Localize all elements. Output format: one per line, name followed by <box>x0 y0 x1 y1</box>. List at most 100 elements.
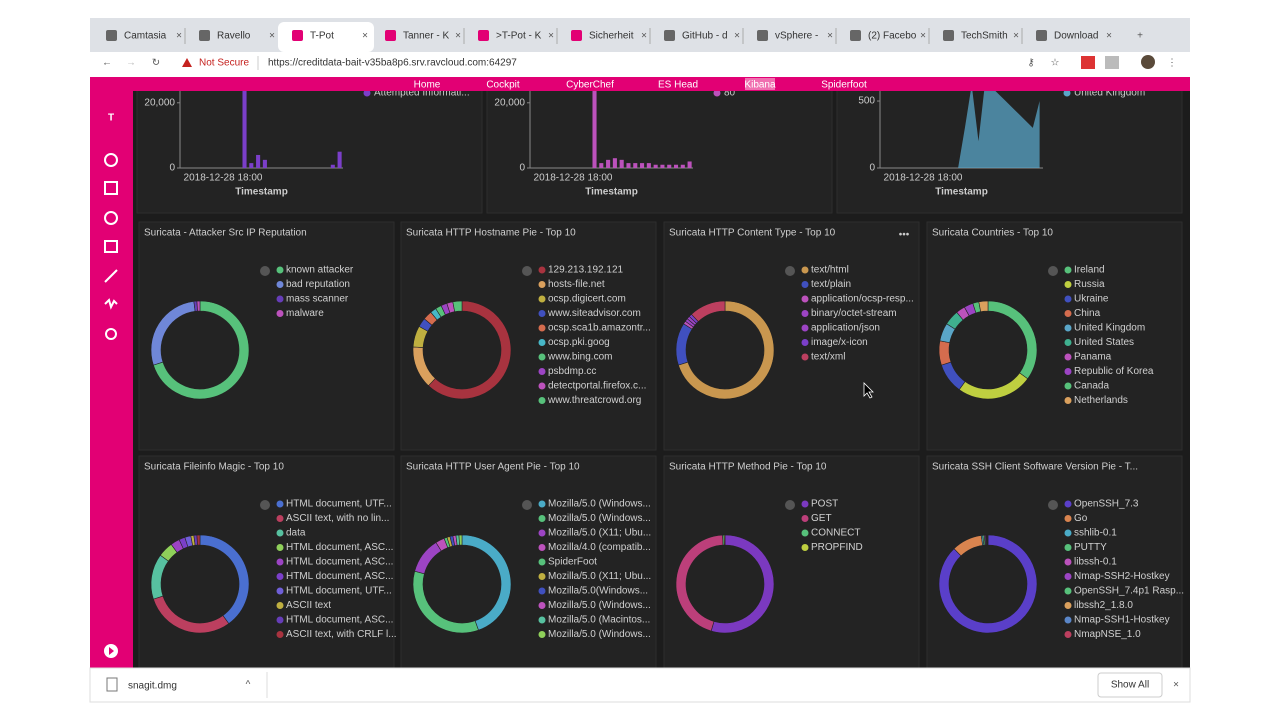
legend-label[interactable]: United States <box>1074 337 1134 348</box>
legend-label[interactable]: text/html <box>811 265 849 276</box>
legend-label[interactable]: ocsp.sca1b.amazontr... <box>548 323 651 334</box>
legend-label[interactable]: Mozilla/5.0 (Windows... <box>548 499 651 510</box>
active-tab[interactable] <box>278 22 374 52</box>
tab-title[interactable]: T-Pot <box>310 31 334 42</box>
tab-title[interactable]: >T-Pot - K <box>496 31 542 42</box>
legend-label[interactable]: Mozilla/5.0 (X11; Ubu... <box>548 528 651 539</box>
legend-label[interactable]: GET <box>811 513 832 524</box>
donut-slice[interactable] <box>978 300 989 313</box>
legend-toggle[interactable] <box>1048 500 1058 510</box>
legend-label[interactable]: ocsp.digicert.com <box>548 294 626 305</box>
legend-label[interactable]: Mozilla/5.0 (Macintos... <box>548 615 650 626</box>
legend-label[interactable]: Netherlands <box>1074 395 1128 406</box>
donut-slice[interactable] <box>458 534 463 546</box>
legend-label[interactable]: Ireland <box>1074 265 1105 276</box>
tab-close[interactable]: × <box>269 31 275 42</box>
legend-label[interactable]: POST <box>811 499 838 510</box>
tab-close[interactable]: × <box>920 31 926 42</box>
close-download-bar[interactable]: × <box>1173 680 1179 691</box>
legend-label[interactable]: www.threatcrowd.org <box>547 395 641 406</box>
tab-close[interactable]: × <box>827 31 833 42</box>
nav-link[interactable]: Home <box>414 80 441 91</box>
donut-slice[interactable] <box>196 300 201 312</box>
nav-link[interactable]: Spiderfoot <box>821 80 867 91</box>
download-file[interactable]: snagit.dmg <box>128 681 177 692</box>
legend-label[interactable]: HTML document, ASC... <box>286 542 393 553</box>
donut-slice[interactable] <box>196 534 201 546</box>
donut-slice[interactable] <box>691 300 726 322</box>
timelion-icon[interactable] <box>104 240 118 253</box>
profile-avatar[interactable] <box>1141 55 1155 69</box>
tab-title[interactable]: Ravello <box>217 31 251 42</box>
legend-label[interactable]: text/xml <box>811 352 845 363</box>
legend-label[interactable]: application/json <box>811 323 880 334</box>
legend-toggle[interactable] <box>522 500 532 510</box>
legend-label[interactable]: HTML document, UTF... <box>286 586 392 597</box>
tab-close[interactable]: × <box>362 31 368 42</box>
nav-link[interactable]: CyberChef <box>566 80 614 91</box>
legend-label[interactable]: libssh2_1.8.0 <box>1074 600 1133 611</box>
legend-toggle[interactable] <box>1048 266 1058 276</box>
legend-label[interactable]: Republic of Korea <box>1074 366 1154 377</box>
legend-label[interactable]: ASCII text <box>286 600 331 611</box>
legend-label[interactable]: Canada <box>1074 381 1109 392</box>
legend-toggle[interactable] <box>785 266 795 276</box>
legend-label[interactable]: mass scanner <box>286 294 349 305</box>
legend-label[interactable]: ocsp.pki.goog <box>548 337 610 348</box>
tab-close[interactable]: × <box>734 31 740 42</box>
legend-label[interactable]: CONNECT <box>811 528 860 539</box>
tab-close[interactable]: × <box>455 31 461 42</box>
legend-label[interactable]: Go <box>1074 513 1088 524</box>
tab-title[interactable]: Tanner - K <box>403 31 449 42</box>
legend-label[interactable]: Nmap-SSH2-Hostkey <box>1074 571 1170 582</box>
extension-icon[interactable] <box>1081 56 1095 69</box>
legend-label[interactable]: www.bing.com <box>547 352 612 363</box>
legend-label[interactable]: data <box>286 528 306 539</box>
visualize-icon[interactable] <box>104 181 118 195</box>
tab-title[interactable]: vSphere - <box>775 31 818 42</box>
monitoring-icon[interactable] <box>104 298 118 310</box>
legend-label[interactable]: Mozilla/5.0(Windows... <box>548 586 648 597</box>
legend-label[interactable]: bad reputation <box>286 279 350 290</box>
tab-title[interactable]: Sicherheit <box>589 31 634 42</box>
nav-link[interactable]: Kibana <box>744 80 776 91</box>
panel-menu[interactable]: ••• <box>899 230 910 241</box>
legend-label[interactable]: Mozilla/5.0 (Windows... <box>548 600 651 611</box>
legend-label[interactable]: text/plain <box>811 279 851 290</box>
key-icon[interactable]: ⚷ <box>1027 58 1034 69</box>
legend-label[interactable]: HTML document, ASC... <box>286 571 393 582</box>
discover-icon[interactable] <box>104 153 118 167</box>
donut-slice[interactable] <box>452 300 463 313</box>
legend-label[interactable]: SpiderFoot <box>548 557 597 568</box>
tab-close[interactable]: × <box>1106 31 1112 42</box>
tab-title[interactable]: (2) Facebo <box>868 31 917 42</box>
legend-label[interactable]: application/ocsp-resp... <box>811 294 914 305</box>
legend-label[interactable]: sshlib-0.1 <box>1074 528 1117 539</box>
legend-toggle[interactable] <box>522 266 532 276</box>
legend-label[interactable]: Mozilla/5.0 (Windows... <box>548 629 651 640</box>
show-all-label[interactable]: Show All <box>1111 680 1149 691</box>
legend-label[interactable]: Mozilla/5.0 (X11; Ubu... <box>548 571 651 582</box>
tab-title[interactable]: Download <box>1054 31 1098 42</box>
legend-toggle[interactable] <box>260 266 270 276</box>
donut-slice[interactable] <box>723 534 726 546</box>
bookmark-star[interactable]: ☆ <box>1051 58 1060 69</box>
legend-label[interactable]: Mozilla/4.0 (compatib... <box>548 542 651 553</box>
legend-label[interactable]: OpenSSH_7.3 <box>1074 499 1139 510</box>
legend-label[interactable]: Ukraine <box>1074 294 1109 305</box>
show-all-button[interactable] <box>1097 672 1163 698</box>
devtools-icon[interactable] <box>104 269 118 283</box>
legend-label[interactable]: United Kingdom <box>1074 323 1145 334</box>
legend-label[interactable]: 129.213.192.121 <box>548 265 624 276</box>
new-tab[interactable]: + <box>1137 31 1143 42</box>
tab-title[interactable]: Camtasia <box>124 31 167 42</box>
legend-label[interactable]: www.siteadvisor.com <box>547 308 641 319</box>
legend-label[interactable]: China <box>1074 308 1101 319</box>
legend-label[interactable]: malware <box>286 308 324 319</box>
legend-toggle[interactable] <box>785 500 795 510</box>
legend-label[interactable]: binary/octet-stream <box>811 308 897 319</box>
legend-label[interactable]: detectportal.firefox.c... <box>548 381 646 392</box>
legend-label[interactable]: ASCII text, with CRLF l... <box>286 629 397 640</box>
forward-button[interactable]: → <box>126 58 136 69</box>
tab-close[interactable]: × <box>176 31 182 42</box>
